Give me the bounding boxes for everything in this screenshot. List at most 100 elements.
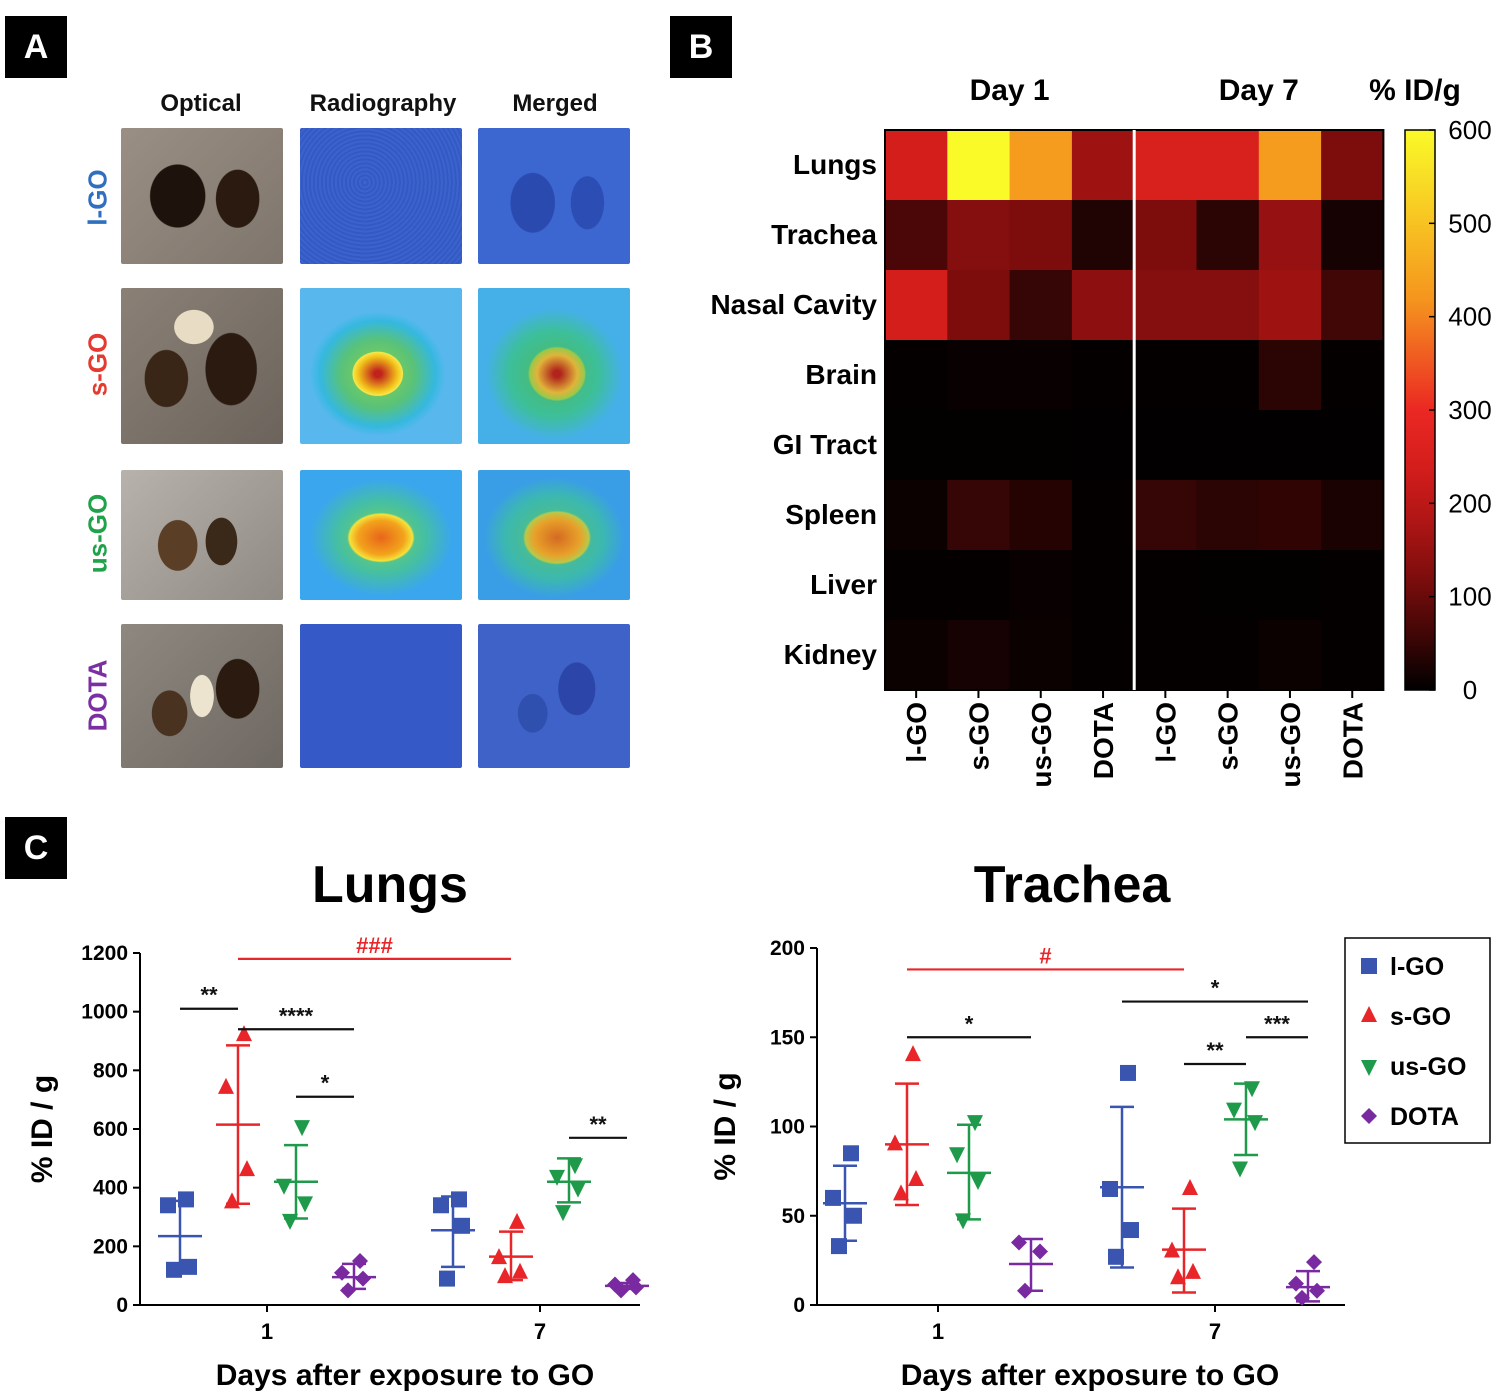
data-point [625,1272,641,1289]
heatmap-cell [1134,130,1198,201]
row-label-usgo: us-GO [82,493,113,574]
heatmap-column-label: s-GO [963,702,994,770]
data-point [334,1264,350,1281]
heatmap-cell [885,200,948,271]
data-point [1309,1282,1325,1299]
merged-image-dota [478,624,630,768]
heatmap-cell [885,480,948,551]
significance-label: ** [200,983,218,1008]
heatmap-cell [1009,550,1073,621]
heatmap-cell [1258,340,1322,411]
column-title-radiography: Radiography [309,90,457,117]
y-tick-label: 150 [770,1026,805,1049]
data-point [831,1238,847,1255]
data-point [282,1213,298,1230]
legend-label: s-GO [1390,1003,1451,1031]
data-point [555,1205,571,1222]
panel-label-a: A [5,16,67,78]
heatmap-cell [1134,550,1198,621]
heatmap-cell [885,410,948,481]
significance-label: ** [1206,1038,1224,1063]
heatmap-row-label: Spleen [785,499,877,530]
data-point [949,1147,965,1164]
heatmap-cell [1321,550,1384,621]
data-point [887,1134,903,1151]
radiography-image-sgo [300,288,462,444]
heatmap-cell [1134,620,1198,691]
optical-image-usgo [121,470,283,600]
data-point [497,1267,513,1284]
heatmap-cell [1071,270,1135,341]
data-point [1102,1180,1118,1197]
data-point [224,1192,240,1209]
heatmap-cell [1321,620,1384,691]
radiography-image-dota [300,624,462,768]
data-point [1244,1081,1260,1098]
heatmap-cell [1196,410,1260,481]
chart-title: Trachea [974,856,1172,914]
column-title-optical: Optical [160,90,242,117]
heatmap-cell [1321,480,1384,551]
heatmap-group-title-day7: Day 7 [1219,74,1299,107]
data-point [967,1115,983,1132]
data-point [905,1045,921,1062]
data-point [181,1258,197,1275]
heatmap-cell [1321,200,1384,271]
trachea-scatter-chart: Trachea 0 50 100 150 200 1 7 Days after exposure… [709,856,1491,1392]
heatmap-cell [947,270,1011,341]
heatmap-cell [1258,130,1322,201]
heatmap-cell [1009,200,1073,271]
heatmap-cell [1134,270,1198,341]
heatmap-cell [1258,270,1322,341]
significance-label: ** [589,1112,607,1137]
data-point [454,1217,470,1234]
significance-label: **** [279,1003,314,1028]
y-tick-label: 800 [93,1059,128,1082]
radiography-image-lgo [300,128,462,264]
heatmap-cell [1071,550,1135,621]
y-tick-label: 100 [770,1116,805,1139]
heatmap-cell [1321,410,1384,481]
data-point [1226,1102,1242,1119]
x-axis-label: Days after exposure to GO [901,1359,1279,1392]
row-label-dota: DOTA [82,659,113,732]
data-point [1361,1108,1377,1124]
legend-label: us-GO [1390,1053,1466,1081]
data-point [1361,1060,1377,1076]
heatmap-cell [1134,410,1198,481]
data-point [1182,1178,1198,1195]
heatmap-cell [1009,340,1073,411]
heatmap-cell [1071,340,1135,411]
data-point [1288,1275,1304,1292]
data-point [509,1212,525,1229]
data-point [1108,1248,1124,1265]
data-point [160,1197,176,1214]
heatmap-cell [1196,480,1260,551]
heatmap-row-label: GI Tract [773,429,877,460]
heatmap-column-label: l-GO [901,702,932,763]
heatmap-group-title-day1: Day 1 [970,74,1050,107]
heatmap-row-label: Trachea [771,219,877,250]
heatmap-cell [1196,620,1260,691]
data-point [352,1253,368,1269]
heatmap-cell [1009,410,1073,481]
data-point [236,1025,252,1042]
heatmap-cell [947,340,1011,411]
heatmap-cell [1258,620,1322,691]
data-point [607,1276,623,1293]
y-tick-label: 400 [93,1177,128,1200]
heatmap-cell [885,130,948,201]
row-label-sgo: s-GO [82,332,113,397]
data-point [893,1184,909,1201]
data-point [1185,1262,1201,1279]
data-point [297,1196,313,1213]
data-point [1232,1161,1248,1178]
data-point [1361,1006,1377,1022]
y-axis-label: % ID / g [30,1075,59,1183]
heatmap-cell [1009,480,1073,551]
data-point [825,1189,841,1206]
heatmap-row-label: Lungs [793,149,877,180]
heatmap-cell [1009,620,1073,691]
heatmap-cell [947,130,1011,201]
heatmap-cell [947,200,1011,271]
